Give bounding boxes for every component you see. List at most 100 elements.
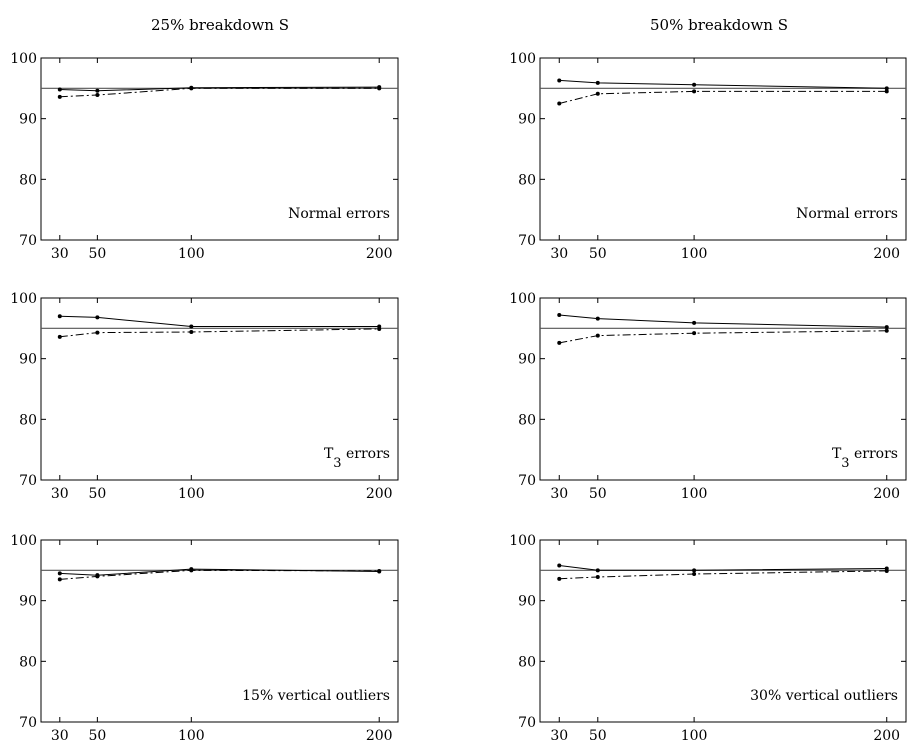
dashdot-series-point <box>95 93 100 98</box>
dashdot-series-point <box>189 86 194 91</box>
x-tick-label: 200 <box>366 728 393 744</box>
solid-series-point <box>595 316 600 321</box>
chart-panel-5: 70 80 90 100 30 50 100 200 30% vertical outliers <box>509 533 907 744</box>
x-tick-label: 50 <box>88 486 106 502</box>
x-tick-label: 200 <box>366 486 393 502</box>
solid-series-line <box>559 79 887 89</box>
x-tick-label: 100 <box>178 486 205 502</box>
x-tick-label: 50 <box>88 728 106 744</box>
y-tick-label: 100 <box>10 533 37 549</box>
solid-series-line <box>559 314 887 328</box>
dashdot-series-point <box>57 94 62 99</box>
dashdot-series-point <box>189 568 194 573</box>
dashdot-series-point <box>692 331 697 336</box>
y-tick-label: 80 <box>19 172 37 188</box>
x-tick-label: 100 <box>178 246 205 262</box>
solid-series-point <box>57 571 62 576</box>
y-tick-label: 70 <box>19 715 37 731</box>
x-tick-label: 100 <box>681 486 708 502</box>
dashdot-series-point <box>189 329 194 334</box>
solid-series-line <box>59 315 380 327</box>
y-tick-label: 80 <box>518 654 536 670</box>
x-tick-label: 50 <box>589 728 607 744</box>
dashdot-series-point <box>57 577 62 582</box>
dashdot-series-point <box>595 575 600 580</box>
y-tick-label: 90 <box>518 594 536 610</box>
solid-series-point <box>57 87 62 92</box>
x-tick-label: 30 <box>550 486 568 502</box>
x-tick-label: 50 <box>589 486 607 502</box>
plot-frame <box>40 57 399 241</box>
dashdot-series-point <box>377 86 382 91</box>
x-tick-label: 30 <box>51 246 69 262</box>
plot-frame <box>539 297 907 481</box>
y-tick-label: 100 <box>10 291 37 307</box>
chart-panel-1: 70 80 90 100 30 50 100 200 Normal errors <box>509 51 907 262</box>
plot-frame <box>539 539 907 723</box>
dashdot-series-point <box>557 340 562 345</box>
y-tick-label: 70 <box>518 233 536 249</box>
y-tick-label: 100 <box>509 533 536 549</box>
dashdot-series-line <box>59 569 380 580</box>
y-tick-label: 90 <box>19 352 37 368</box>
solid-series-point <box>189 324 194 329</box>
dashdot-series-line <box>59 87 380 98</box>
x-tick-label: 30 <box>51 486 69 502</box>
solid-series-point <box>557 563 562 568</box>
dashdot-series-point <box>884 568 889 573</box>
plot-frame <box>40 539 399 723</box>
panel-annotation: 15% vertical outliers <box>242 688 390 704</box>
plot-frame <box>40 297 399 481</box>
panel-annotation: 30% vertical outliers <box>750 688 898 704</box>
y-tick-label: 70 <box>518 715 536 731</box>
dashdot-series-point <box>377 326 382 331</box>
solid-series-point <box>692 82 697 87</box>
y-tick-label: 80 <box>518 172 536 188</box>
solid-series-point <box>557 312 562 317</box>
x-tick-label: 100 <box>681 246 708 262</box>
solid-series-point <box>557 78 562 83</box>
dashdot-series-point <box>595 91 600 96</box>
y-tick-label: 70 <box>19 473 37 489</box>
dashdot-series-point <box>884 89 889 94</box>
column-title-left: 25% breakdown S <box>151 16 289 34</box>
panel-annotation: T3 errors <box>832 446 898 471</box>
x-tick-label: 50 <box>88 246 106 262</box>
chart-panel-2: 70 80 90 100 30 50 100 200 T3 errors <box>10 291 399 502</box>
x-tick-label: 30 <box>51 728 69 744</box>
x-tick-label: 200 <box>873 728 900 744</box>
dashdot-series-line <box>59 328 380 338</box>
solid-series-point <box>95 315 100 320</box>
solid-series-point <box>95 88 100 93</box>
dashdot-series-point <box>557 101 562 106</box>
dashdot-series-point <box>884 328 889 333</box>
solid-series-point <box>884 325 889 330</box>
solid-series-point <box>57 314 62 319</box>
dashdot-series-point <box>57 334 62 339</box>
y-tick-label: 100 <box>10 51 37 67</box>
panel-annotation: Normal errors <box>796 206 898 222</box>
x-tick-label: 30 <box>550 728 568 744</box>
solid-series-line <box>559 565 887 571</box>
y-tick-label: 70 <box>518 473 536 489</box>
dashdot-series-point <box>595 333 600 338</box>
y-tick-label: 90 <box>19 594 37 610</box>
y-tick-label: 80 <box>19 412 37 428</box>
y-tick-label: 80 <box>518 412 536 428</box>
x-tick-label: 200 <box>873 486 900 502</box>
x-tick-label: 100 <box>178 728 205 744</box>
panel-annotation: Normal errors <box>288 206 390 222</box>
dashdot-series-line <box>559 330 887 344</box>
x-tick-label: 200 <box>366 246 393 262</box>
y-tick-label: 70 <box>19 233 37 249</box>
dashdot-series-point <box>95 330 100 335</box>
dashdot-series-point <box>557 576 562 581</box>
solid-series-point <box>692 568 697 573</box>
chart-panel-0: 70 80 90 100 30 50 100 200 Normal errors <box>10 51 399 262</box>
dashdot-series-line <box>559 570 887 580</box>
chart-panel-4: 70 80 90 100 30 50 100 200 15% vertical outliers <box>10 533 399 744</box>
y-tick-label: 80 <box>19 654 37 670</box>
y-tick-label: 90 <box>518 352 536 368</box>
y-tick-label: 90 <box>19 112 37 128</box>
